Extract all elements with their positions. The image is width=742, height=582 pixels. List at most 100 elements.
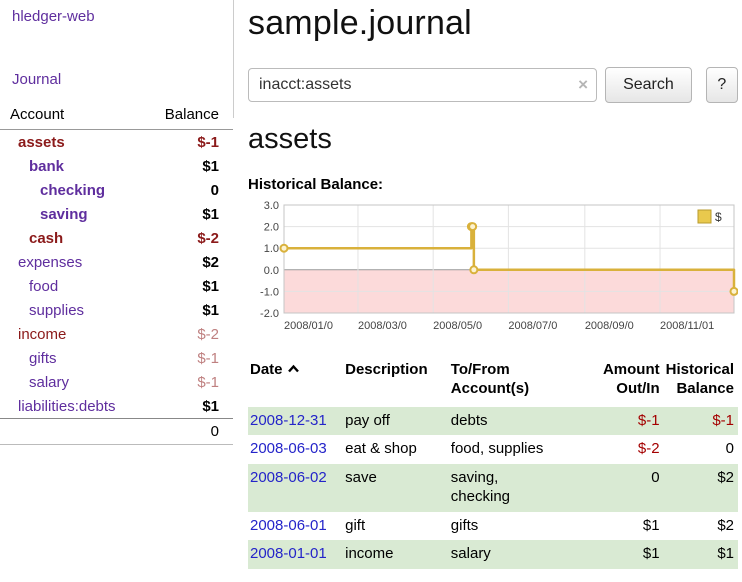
clear-search-icon[interactable]: × [578, 75, 589, 94]
svg-text:2.0: 2.0 [264, 222, 279, 234]
register-row: 2008-12-31 pay off debts $-1 $-1 [248, 406, 738, 436]
help-button[interactable]: ? [705, 67, 738, 103]
chart-title: Historical Balance: [248, 176, 384, 193]
svg-text:0.0: 0.0 [264, 265, 279, 277]
transaction-accounts: salary [450, 545, 491, 563]
column-header-date[interactable]: Date [248, 359, 343, 407]
transaction-date-link[interactable]: 2008-06-03 [250, 440, 327, 458]
accounts-total: 0 [0, 418, 233, 445]
account-balance: $-1 [197, 374, 219, 391]
account-row: checking 0 [0, 178, 233, 202]
svg-text:-2.0: -2.0 [260, 308, 279, 320]
transaction-date-link[interactable]: 2008-06-02 [250, 469, 327, 486]
column-header-amount[interactable]: Amount Out/In [602, 361, 660, 397]
svg-text:-1.0: -1.0 [260, 286, 279, 298]
transaction-amount: $1 [642, 516, 660, 534]
search-input-wrap: × [248, 68, 598, 102]
transaction-date-link[interactable]: 2008-12-31 [250, 411, 327, 429]
account-balance: 0 [210, 182, 219, 199]
account-row: gifts $-1 [0, 346, 233, 370]
account-balance: $-1 [197, 134, 219, 151]
transaction-balance: $2 [717, 516, 734, 534]
account-link-supplies[interactable]: supplies [29, 302, 85, 319]
accounts-table-header: Account Balance [0, 102, 233, 130]
account-link-saving[interactable]: saving [40, 206, 88, 223]
account-balance: $1 [202, 302, 219, 319]
transaction-accounts: gifts [450, 516, 479, 534]
balance-chart-svg: 3.0 2.0 1.0 0.0 -1.0 -2.0 2008/01/0 2008/03/0 20… [260, 200, 739, 332]
svg-text:2008/07/0: 2008/07/0 [508, 320, 557, 332]
transaction-amount: 0 [651, 469, 660, 486]
balance-chart: 3.0 2.0 1.0 0.0 -1.0 -2.0 2008/01/0 2008/03/0 20… [248, 199, 739, 341]
transaction-date-link[interactable]: 2008-06-01 [250, 516, 327, 534]
register-row: 2008-06-02 save saving, checking 0 $2 [248, 464, 738, 512]
transaction-description: income [345, 545, 394, 563]
transaction-amount: $1 [642, 545, 660, 563]
svg-text:1.0: 1.0 [264, 243, 279, 255]
account-link-bank[interactable]: bank [29, 158, 65, 175]
search-input[interactable] [248, 68, 598, 102]
register-table: Date Description To/From Account(s) Amou… [248, 359, 738, 569]
sort-ascending-icon [287, 364, 299, 373]
account-balance: $-2 [197, 326, 219, 343]
transaction-balance: $1 [717, 545, 734, 563]
account-balance: $-2 [197, 230, 219, 247]
transaction-accounts: debts [450, 411, 488, 429]
account-link-cash[interactable]: cash [29, 230, 64, 247]
account-link-expenses[interactable]: expenses [18, 254, 83, 271]
transaction-date-link[interactable]: 2008-01-01 [250, 545, 327, 563]
account-link-checking[interactable]: checking [40, 182, 106, 199]
page-title: sample.journal [248, 4, 472, 42]
column-header-balance[interactable]: Historical Balance [665, 361, 734, 397]
account-row: expenses $2 [0, 250, 233, 274]
account-link-salary[interactable]: salary [29, 374, 70, 391]
account-row: liabilities:debts $1 [0, 394, 233, 418]
transaction-description: pay off [345, 411, 390, 429]
register-row: 2008-01-01 income salary $1 $1 [248, 540, 738, 569]
account-link-gifts[interactable]: gifts [29, 350, 57, 367]
account-row: food $1 [0, 274, 233, 298]
account-balance: $1 [202, 398, 219, 415]
transaction-balance: 0 [725, 440, 734, 458]
transaction-description: eat & shop [345, 440, 417, 458]
svg-text:3.0: 3.0 [264, 200, 279, 212]
brand-link[interactable]: hledger-web [12, 8, 95, 25]
svg-text:$: $ [715, 210, 722, 224]
column-header-accounts[interactable]: To/From Account(s) [450, 361, 530, 397]
svg-text:2008/11/01: 2008/11/01 [660, 320, 714, 332]
sidebar: hledger-web Journal Account Balance asse… [0, 0, 233, 445]
account-link-assets[interactable]: assets [18, 134, 65, 151]
transaction-description: gift [345, 516, 366, 534]
account-row: income $-2 [0, 322, 233, 346]
account-link-food[interactable]: food [29, 278, 59, 295]
accounts-header-balance: Balance [164, 106, 219, 123]
search-button[interactable]: Search [605, 67, 692, 103]
account-link-income[interactable]: income [18, 326, 67, 343]
svg-text:2008/01/0: 2008/01/0 [284, 320, 333, 332]
sidebar-item-journal[interactable]: Journal [12, 71, 62, 88]
account-row: supplies $1 [0, 298, 233, 322]
transaction-balance: $-1 [712, 411, 734, 429]
account-link-liabilities-debts[interactable]: liabilities:debts [18, 398, 116, 415]
account-row: salary $-1 [0, 370, 233, 394]
sidebar-divider [233, 0, 234, 118]
svg-text:2008/03/0: 2008/03/0 [358, 320, 407, 332]
main-content: sample.journal × Search ? assets Histori… [248, 0, 739, 569]
svg-text:2008/05/0: 2008/05/0 [433, 320, 482, 332]
transaction-description: save [345, 469, 377, 486]
account-row: cash $-2 [0, 226, 233, 250]
register-header-row: Date Description To/From Account(s) Amou… [248, 359, 738, 407]
account-heading: assets [248, 123, 332, 155]
accounts-header-account: Account [10, 106, 65, 123]
transaction-accounts: food, supplies [450, 440, 544, 458]
account-row: saving $1 [0, 202, 233, 226]
search-bar: × Search ? [248, 67, 738, 103]
accounts-table: Account Balance assets $-1 bank $1 check… [0, 102, 233, 445]
column-header-description[interactable]: Description [345, 361, 428, 378]
account-balance: $1 [202, 278, 219, 295]
transaction-amount: $-2 [637, 440, 660, 458]
transaction-balance: $2 [717, 469, 734, 486]
account-balance: $-1 [197, 350, 219, 367]
register-row: 2008-06-01 gift gifts $1 $2 [248, 512, 738, 541]
account-balance: $2 [202, 254, 219, 271]
